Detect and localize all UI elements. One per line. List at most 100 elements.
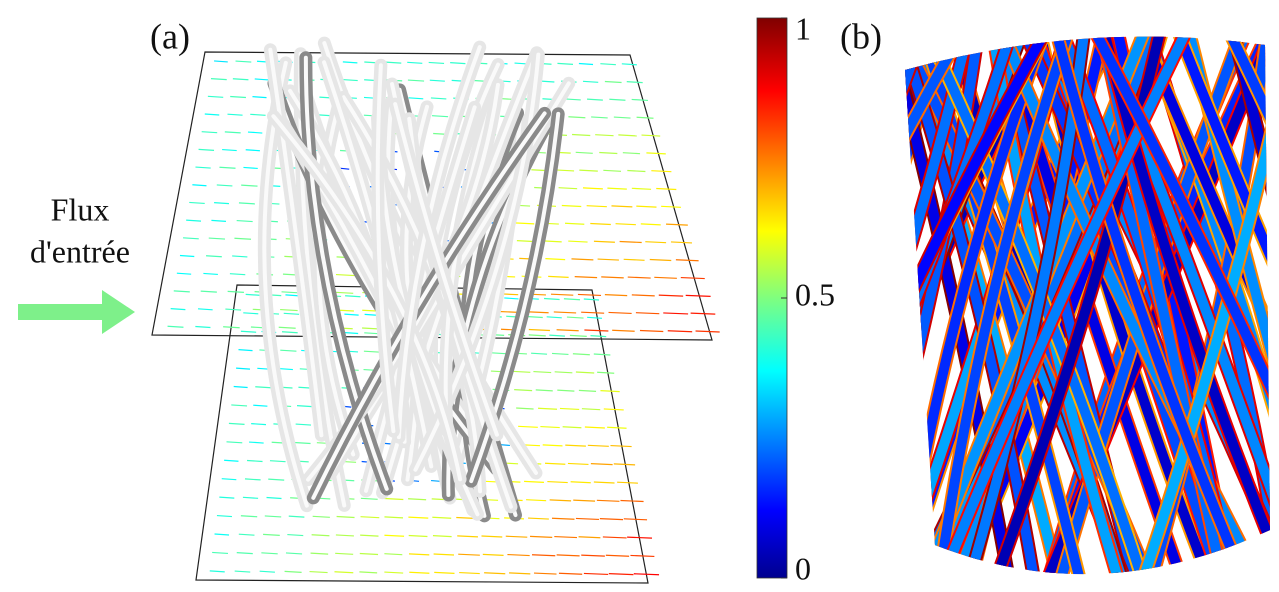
- flow-arrow: [584, 426, 605, 429]
- flow-arrow: [170, 307, 186, 311]
- flow-arrow: [481, 535, 503, 538]
- flow-arrow: [583, 298, 600, 301]
- flow-arrow: [263, 533, 280, 536]
- fiber: [928, 36, 1197, 575]
- flow-arrow: [518, 425, 538, 428]
- flow-arrow: [335, 291, 354, 294]
- flow-arrow: [582, 80, 599, 83]
- flow-arrow: [342, 78, 358, 82]
- flow-arrow: [578, 536, 601, 539]
- flow-arrow: [531, 554, 556, 557]
- flow-arrow: [197, 308, 213, 311]
- flow-arrow: [311, 534, 330, 537]
- fiber: [983, 36, 1168, 575]
- flow-arrow: [230, 95, 246, 99]
- colorbar-tick-label: 0: [795, 550, 811, 586]
- fiber: [913, 36, 1090, 575]
- flow-arrow: [428, 61, 445, 65]
- flow-arrow: [584, 329, 609, 332]
- flow-arrow: [216, 184, 233, 187]
- flow-arrow: [547, 480, 568, 484]
- flow-arrow: [551, 517, 575, 520]
- flow-arrow: [597, 258, 619, 261]
- flow-arrow: [556, 554, 580, 557]
- flow-arrow: [549, 334, 565, 337]
- flow-arrow: [335, 273, 355, 277]
- inflow-label: d'entrée: [30, 233, 130, 269]
- flow-arrow: [579, 169, 598, 172]
- flow-arrow: [630, 554, 655, 558]
- flow-arrow: [611, 205, 633, 208]
- flow-arrow: [504, 297, 519, 300]
- flow-arrow: [408, 498, 427, 501]
- flow-arrow: [558, 572, 583, 575]
- flow-arrow: [431, 115, 449, 118]
- flow-arrow: [551, 352, 569, 356]
- flow-arrow: [214, 60, 228, 63]
- flow-arrow: [543, 297, 560, 301]
- flow-arrow: [198, 148, 215, 151]
- flow-arrow: [531, 352, 548, 355]
- flow-arrow: [384, 553, 403, 556]
- flow-arrow: [408, 516, 429, 519]
- flow-arrow: [578, 62, 594, 66]
- flow-arrow: [241, 184, 258, 187]
- flow-arrow: [360, 534, 379, 537]
- flow-arrow: [429, 79, 445, 82]
- flow-arrow: [564, 222, 585, 225]
- flow-arrow: [636, 116, 654, 119]
- flow-arrow: [600, 389, 620, 393]
- flow-arrow: [604, 80, 622, 84]
- flow-arrow: [430, 97, 447, 100]
- flow-arrow: [207, 95, 224, 98]
- flow-arrow: [224, 131, 241, 134]
- flow-arrow: [281, 291, 299, 294]
- panel-b: [905, 36, 1270, 575]
- flow-arrow: [195, 166, 211, 169]
- flow-arrow: [627, 169, 646, 173]
- flow-arrow: [574, 276, 598, 279]
- flow-arrow: [553, 311, 577, 314]
- flow-arrow: [203, 272, 218, 276]
- flow-arrow: [240, 330, 257, 333]
- flow-arrow: [615, 223, 636, 226]
- flow-arrow: [603, 169, 622, 172]
- flow-arrow: [512, 370, 531, 373]
- flow-arrow: [613, 463, 636, 466]
- flow-arrow: [544, 462, 566, 465]
- flow-arrow: [587, 98, 603, 101]
- flow-arrow: [385, 61, 402, 64]
- flow-arrow: [232, 255, 248, 258]
- flow-arrow: [595, 134, 614, 137]
- flow-arrow: [484, 572, 506, 575]
- flow-arrow: [608, 572, 634, 576]
- flow-arrow: [243, 312, 259, 315]
- flow-arrow: [343, 331, 359, 335]
- flow-arrow: [599, 151, 618, 155]
- flow-arrow: [566, 316, 584, 319]
- fiber-highlight: [268, 47, 324, 438]
- flow-arrow: [236, 219, 253, 223]
- flow-arrow: [409, 571, 430, 574]
- flow-arrow: [535, 389, 553, 392]
- flow-arrow: [581, 311, 605, 314]
- panel-label: (a): [150, 16, 190, 56]
- flow-arrow: [640, 223, 661, 226]
- flow-arrow: [242, 496, 259, 499]
- flow-arrow: [526, 499, 547, 502]
- flow-arrow: [408, 534, 428, 538]
- fiber-highlight: [303, 55, 389, 491]
- flow-arrow: [663, 312, 689, 315]
- flow-arrow: [434, 571, 455, 574]
- flow-arrow: [251, 423, 267, 426]
- flow-arrow: [654, 276, 677, 279]
- fiber: [1218, 36, 1270, 575]
- flow-arrow: [507, 553, 530, 557]
- flow-arrow: [548, 275, 569, 279]
- flow-arrow: [685, 294, 711, 297]
- colorbar-tick-label: 0.5: [795, 276, 835, 312]
- colorbar-tick-label: 1: [795, 10, 811, 46]
- fiber: [905, 36, 985, 575]
- flow-arrow: [549, 499, 572, 502]
- flow-arrow: [609, 98, 626, 101]
